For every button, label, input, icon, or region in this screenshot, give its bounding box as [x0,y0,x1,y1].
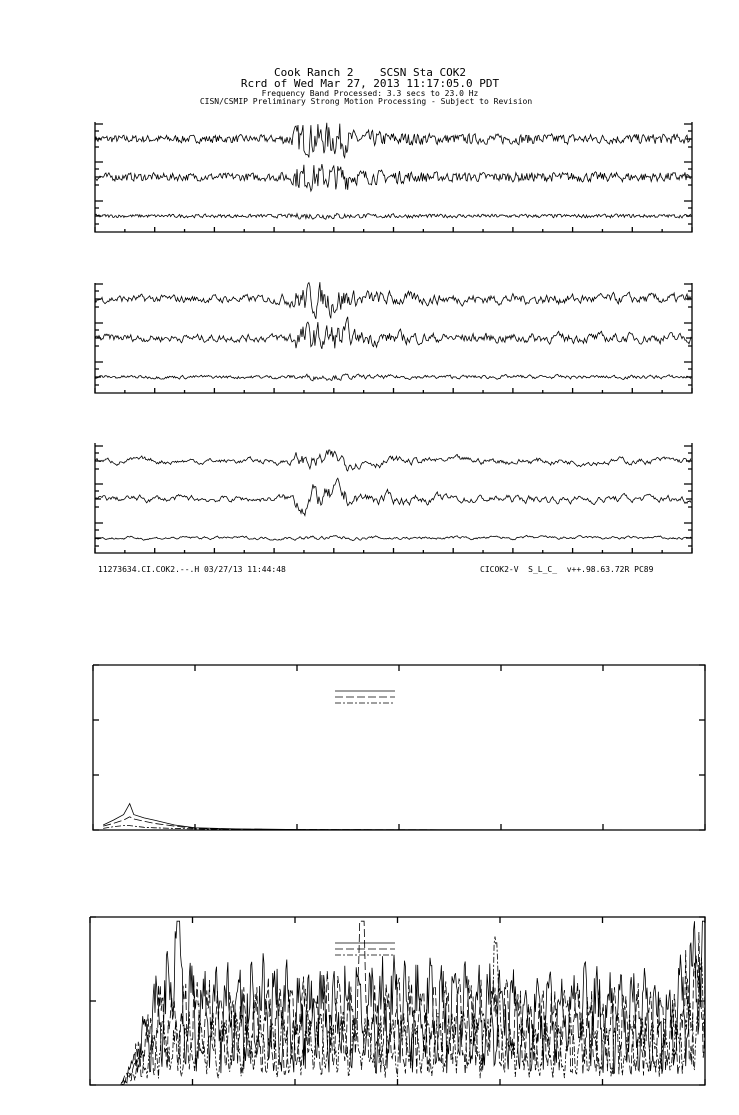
channel-ticks [95,483,692,508]
footer-right: CICOK2-V S_L_C_ v++.98.63.72R PC89 [480,565,654,574]
waveform-trace [94,449,692,472]
spectrum-panel-4 [89,916,706,1086]
channel-ticks [95,522,692,547]
waveform-trace [94,281,692,320]
header-record: Rcrd of Wed Mar 27, 2013 11:17:05.0 PDT [241,77,500,90]
time-series-panel-acceleration [94,122,693,233]
spectrum-line [103,825,706,831]
waveform-trace [94,534,692,542]
waveform-trace [94,212,692,220]
channel-ticks [95,161,692,186]
waveform-trace [94,164,692,193]
header-station: Cook Ranch 2 SCSN Sta COK2 [274,66,466,79]
waveform-trace [94,373,692,382]
channel-ticks [95,361,692,386]
waveform-trace [94,122,692,159]
spectrum-line [90,920,706,1086]
channel-ticks [95,123,692,148]
header-band: Frequency Band Processed: 3.3 secs to 23… [262,89,479,98]
time-series-panel-displacement [94,443,693,554]
waveform-trace [94,477,692,517]
time-series-panel-velocity [94,281,693,394]
channel-ticks [95,200,692,225]
channel-ticks [95,445,692,470]
header: Cook Ranch 2 SCSN Sta COK2 Rcrd of Wed M… [200,66,533,106]
channel-ticks [95,283,692,308]
spectrum-line [103,802,706,831]
waveform-trace [94,316,692,350]
footer-left: 11273634.CI.COK2.--.H 03/27/13 11:44:48 [98,565,286,574]
plot-frame [92,664,706,831]
spectrum-line [90,920,706,1086]
spectrum-line [103,816,705,831]
spectrum-line [90,936,706,1086]
header-note: CISN/CSMIP Preliminary Strong Motion Pro… [200,97,533,106]
spectrum-panel-3 [92,664,706,831]
